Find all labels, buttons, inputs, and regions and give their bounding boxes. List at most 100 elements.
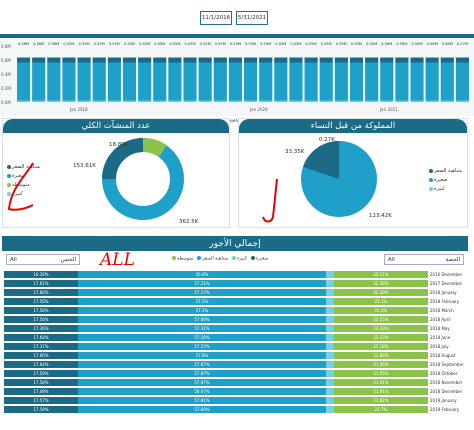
wages-cell: 17.64% bbox=[4, 361, 78, 368]
top-chart-column bbox=[183, 57, 197, 102]
panel-left-title: عدد المنشآت الكلي bbox=[3, 119, 229, 133]
top-chart-column bbox=[259, 57, 273, 102]
wages-table-row: 17.57% 57.81% 21.82% 2019 January bbox=[4, 397, 468, 404]
wages-cell: 17.61% bbox=[4, 280, 78, 287]
wages-cell: 57.17% bbox=[78, 289, 326, 296]
wages-cell: 17.56% bbox=[4, 316, 78, 323]
top-chart-column bbox=[244, 57, 258, 102]
wages-cell: 57.97% bbox=[78, 379, 326, 386]
bottom-legend: متوسطة متناهية الصغر كبيرة صغيرة bbox=[172, 256, 268, 262]
top-chart-column bbox=[32, 57, 46, 102]
top-bar-label: 0.55M bbox=[139, 42, 150, 46]
wages-cell: 57.81% bbox=[78, 397, 326, 404]
wages-cell: 21.82% bbox=[334, 397, 428, 404]
left-legend-item-2: متوسطة bbox=[7, 181, 40, 190]
bottom-legend-item-2: كبيرة bbox=[232, 256, 247, 262]
gender-select[interactable]: All الجنس bbox=[6, 254, 80, 265]
wages-cell: 17.66% bbox=[4, 352, 78, 359]
top-bar-label: 0.55M bbox=[184, 42, 195, 46]
wages-cell: 57.87% bbox=[78, 370, 326, 377]
top-bar-label: 0.56M bbox=[18, 42, 29, 46]
wages-cell: 17.59% bbox=[4, 406, 78, 413]
women-owned-panel: المملوكة من قبل النساء 0.27K 33.35K 123.… bbox=[238, 118, 468, 228]
pie-slice-micro bbox=[303, 141, 339, 179]
date-end-box[interactable]: 5/31/2021 bbox=[236, 11, 268, 25]
date-start-box[interactable]: 11/1/2016 bbox=[200, 11, 232, 25]
wages-table-row: 17.64% 57.87% 21.96% 2018 September bbox=[4, 361, 468, 368]
top-bar-label: 0.55M bbox=[260, 42, 271, 46]
wages-date-cell: 2018 April bbox=[428, 316, 468, 323]
donut-label-bottom: 362.5K bbox=[179, 219, 199, 225]
wages-date-cell: 2018 January bbox=[428, 289, 468, 296]
top-bar-label: 0.55M bbox=[275, 42, 286, 46]
top-chart-column bbox=[410, 57, 424, 102]
wages-table-row: 17.66% 57.17% 22.39% 2018 January bbox=[4, 289, 468, 296]
top-chart-column bbox=[168, 57, 182, 102]
top-axis-label: 0.8M bbox=[1, 44, 11, 49]
wages-cell bbox=[326, 406, 334, 413]
wages-cell: 57.87% bbox=[78, 361, 326, 368]
panel-right-title: المملوكة من قبل النساء bbox=[239, 119, 467, 133]
top-chart-column bbox=[395, 57, 409, 102]
wages-cell: 17.56% bbox=[4, 307, 78, 314]
top-bar-label: 0.56M bbox=[442, 42, 453, 46]
top-bar-label: 0.55M bbox=[63, 42, 74, 46]
top-bar-label: 0.55M bbox=[154, 42, 165, 46]
wages-cell bbox=[326, 271, 334, 278]
wages-cell: 57.09% bbox=[78, 316, 326, 323]
right-legend-item-2: كبيرة bbox=[429, 185, 462, 194]
donut-label-top: 18.89K bbox=[109, 142, 129, 148]
top-bar-label: 0.55M bbox=[245, 42, 256, 46]
wages-cell: 17.37% bbox=[4, 343, 78, 350]
donut-chart: 18.89K 153.61K 362.5K bbox=[73, 138, 199, 225]
top-axis-label: 0.6M bbox=[1, 58, 11, 63]
wages-date-cell: 2018 August bbox=[428, 352, 468, 359]
top-bar-label: 0.55M bbox=[124, 42, 135, 46]
wages-table-row: 17.61% 57.21% 22.38% 2017 December bbox=[4, 280, 468, 287]
bottom-legend-item-1: متناهية الصغر bbox=[197, 256, 228, 262]
wages-cell: 21.95% bbox=[334, 370, 428, 377]
top-bar-label: 0.55M bbox=[200, 42, 211, 46]
top-bar-label: 0.55M bbox=[366, 42, 377, 46]
bottom-legend-item-3: صغيرة bbox=[251, 256, 268, 262]
top-bar-label: 0.56M bbox=[396, 42, 407, 46]
top-bar-strip bbox=[0, 34, 474, 38]
share-select[interactable]: All الحصة bbox=[384, 254, 464, 265]
right-legend-item-1: صغيرة bbox=[429, 176, 462, 185]
top-chart-svg: 0.8M 0.6M 0.4M 0.2M 0.0M 0.56M 0.56M 0.56M 0.55M… bbox=[1, 42, 469, 112]
top-chart-column bbox=[455, 57, 469, 102]
top-x-label: Jan 2020 bbox=[249, 107, 268, 112]
top-chart-column bbox=[289, 57, 303, 102]
top-chart-column bbox=[62, 57, 76, 102]
pie-label-top: 0.27K bbox=[319, 137, 335, 143]
wages-cell bbox=[326, 379, 334, 386]
top-chart-column bbox=[92, 57, 106, 102]
top-bar-label: 0.55M bbox=[94, 42, 105, 46]
gender-select-label: الجنس bbox=[60, 256, 76, 263]
wages-cell bbox=[326, 298, 334, 305]
wages-table-row: 17.66% 57.8% 21.88% 2018 August bbox=[4, 352, 468, 359]
pie-label-left: 33.35K bbox=[285, 149, 305, 155]
wages-table-row: 17.56% 57.09% 22.25% 2018 April bbox=[4, 316, 468, 323]
top-chart-column bbox=[319, 57, 333, 102]
top-chart-column bbox=[77, 57, 91, 102]
wages-cell: 17.48% bbox=[4, 388, 78, 395]
wages-cell bbox=[326, 280, 334, 287]
wages-cell bbox=[326, 352, 334, 359]
wages-date-cell: 2018 October bbox=[428, 370, 468, 377]
donut-slice-micro bbox=[102, 138, 144, 180]
top-chart-column bbox=[107, 57, 121, 102]
wages-cell: 22.39% bbox=[334, 289, 428, 296]
handwritten-all: ALL bbox=[100, 250, 135, 270]
top-chart-column bbox=[17, 57, 31, 102]
pie-label-bottom: 123.42K bbox=[369, 213, 392, 219]
total-wages-panel: إجمالي الأجور All الجنس All الحصة ALL مت… bbox=[2, 236, 468, 420]
wages-table-row: 17.59% 57.69% 21.7% 2019 February bbox=[4, 406, 468, 413]
top-chart-column bbox=[153, 57, 167, 102]
top-chart-column bbox=[198, 57, 212, 102]
wages-date-cell: 2018 May bbox=[428, 325, 468, 332]
wages-cell: 21.91% bbox=[334, 388, 428, 395]
top-chart-column bbox=[334, 57, 348, 102]
date-start-text: 11/1/2016 bbox=[201, 15, 231, 21]
wages-cell bbox=[326, 343, 334, 350]
